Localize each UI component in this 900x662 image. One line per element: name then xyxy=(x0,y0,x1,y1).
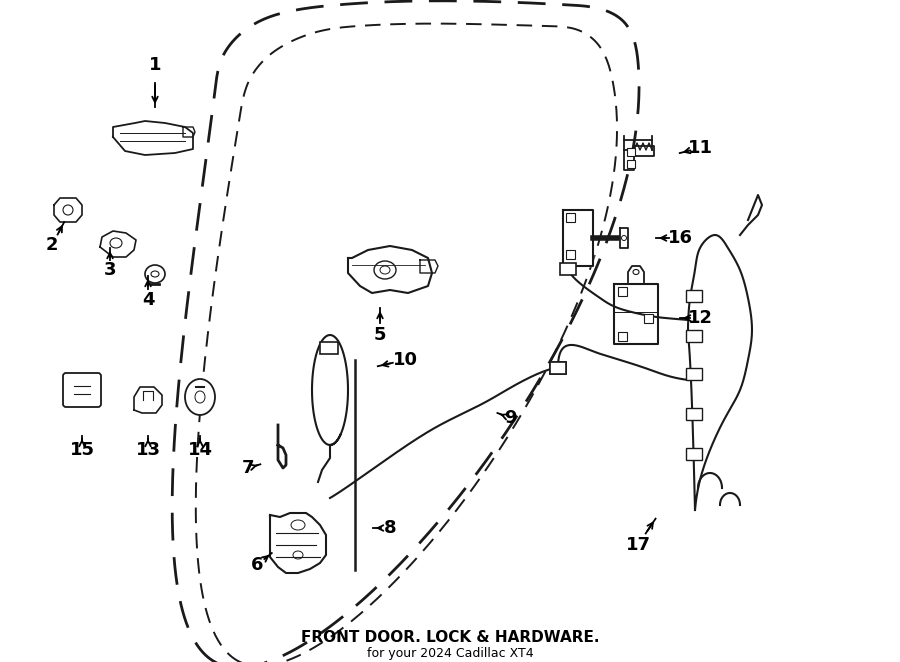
FancyBboxPatch shape xyxy=(63,373,101,407)
Bar xyxy=(550,362,566,374)
Bar xyxy=(618,332,627,341)
Text: 7: 7 xyxy=(242,459,254,477)
Text: 4: 4 xyxy=(142,291,154,309)
Bar xyxy=(686,448,702,460)
Text: 2: 2 xyxy=(46,236,58,254)
Polygon shape xyxy=(113,121,193,155)
Text: FRONT DOOR. LOCK & HARDWARE.: FRONT DOOR. LOCK & HARDWARE. xyxy=(301,630,599,645)
Polygon shape xyxy=(620,228,628,248)
Text: 6: 6 xyxy=(251,556,263,574)
Bar xyxy=(550,362,566,374)
Polygon shape xyxy=(348,246,432,293)
Bar xyxy=(686,290,702,302)
Text: 5: 5 xyxy=(374,326,386,344)
Bar xyxy=(320,342,338,354)
Bar xyxy=(686,368,702,380)
Polygon shape xyxy=(563,210,593,266)
Polygon shape xyxy=(624,146,654,170)
Text: 9: 9 xyxy=(504,409,517,427)
Ellipse shape xyxy=(185,379,215,415)
Text: 1: 1 xyxy=(148,56,161,74)
Text: 14: 14 xyxy=(187,441,212,459)
Bar xyxy=(686,408,702,420)
Text: 10: 10 xyxy=(392,351,418,369)
Text: 16: 16 xyxy=(668,229,692,247)
Polygon shape xyxy=(420,260,438,273)
Text: 8: 8 xyxy=(383,519,396,537)
Bar xyxy=(560,263,576,275)
Polygon shape xyxy=(688,235,752,510)
Polygon shape xyxy=(54,198,82,222)
Polygon shape xyxy=(134,387,162,413)
Bar xyxy=(566,250,575,259)
Text: 17: 17 xyxy=(626,536,651,554)
Bar xyxy=(644,314,653,323)
Bar xyxy=(566,213,575,222)
Text: 11: 11 xyxy=(688,139,713,157)
Bar xyxy=(627,148,635,156)
Text: 15: 15 xyxy=(69,441,94,459)
Text: 13: 13 xyxy=(136,441,160,459)
Text: 12: 12 xyxy=(688,309,713,327)
Polygon shape xyxy=(183,127,195,137)
Bar xyxy=(627,160,635,168)
Text: for your 2024 Cadillac XT4: for your 2024 Cadillac XT4 xyxy=(366,647,534,659)
Text: 3: 3 xyxy=(104,261,116,279)
Bar xyxy=(686,330,702,342)
Polygon shape xyxy=(100,231,136,257)
Polygon shape xyxy=(270,513,326,573)
Polygon shape xyxy=(614,284,658,344)
Ellipse shape xyxy=(145,265,165,283)
Bar xyxy=(618,287,627,296)
